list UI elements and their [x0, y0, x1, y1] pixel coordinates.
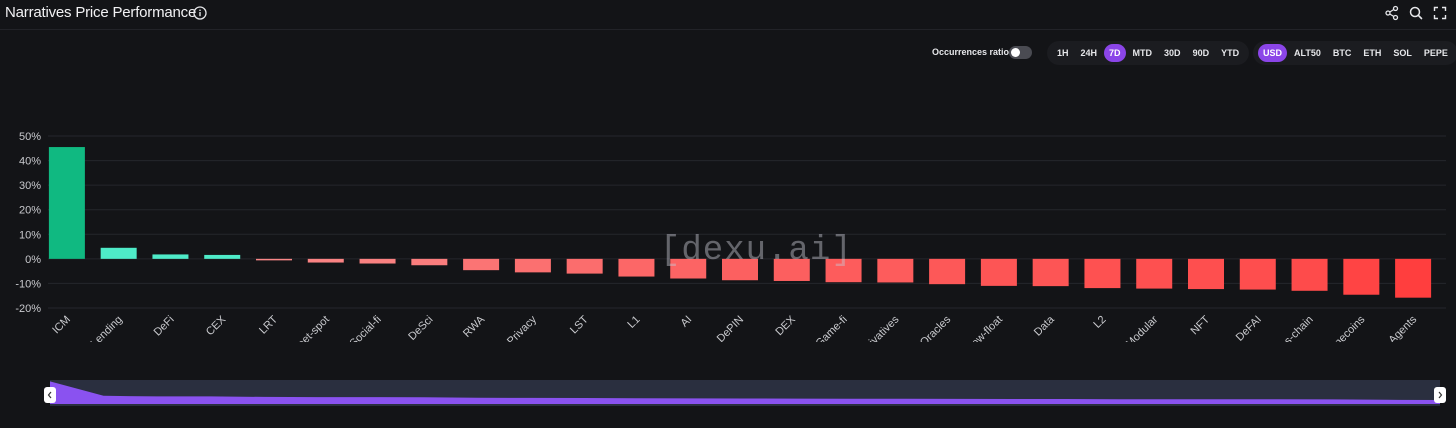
bar-chart: 50% 40% 30% 20% 10% 0% -10% -20% ICM Lending DeFi C…	[15, 131, 1446, 342]
timeframe-option-7d[interactable]: 7D	[1104, 44, 1126, 62]
bar-modular[interactable]	[1136, 258, 1173, 289]
base-currency-selector: USD ALT50 BTC ETH SOL PEPE	[1253, 41, 1456, 65]
toggle-knob	[1011, 48, 1020, 57]
bar-rwa[interactable]	[463, 258, 500, 271]
x-tick-label: DeFAI	[1234, 314, 1264, 342]
y-tick-label: 50%	[19, 131, 41, 143]
bar-l1[interactable]	[618, 258, 655, 277]
bar-nft[interactable]	[1188, 258, 1224, 290]
x-tick-label: DePIN	[715, 314, 746, 342]
bar-privacy[interactable]	[514, 258, 551, 273]
bar-social-fi[interactable]	[359, 258, 396, 264]
x-tick-label: LST	[568, 313, 591, 336]
timeframe-selector: 1H 24H 7D MTD 30D 90D YTD	[1047, 41, 1250, 65]
share-icon[interactable]	[1384, 5, 1400, 21]
x-tick-label: Data	[1032, 313, 1058, 339]
bar-ai-agents[interactable]	[1395, 258, 1432, 298]
timeframe-option-mtd[interactable]: MTD	[1132, 48, 1153, 58]
x-tick-label: Lending	[89, 314, 125, 342]
zoom-handle-left[interactable]	[44, 387, 56, 403]
y-tick-label: 10%	[19, 229, 41, 241]
y-tick-label: -10%	[15, 278, 41, 290]
timeframe-option-1h[interactable]: 1H	[1057, 48, 1069, 58]
x-tick-label: RWA	[461, 313, 488, 340]
zoom-slider[interactable]	[0, 378, 1456, 408]
y-tick-label: 20%	[19, 205, 41, 217]
x-tick-label: CEX	[204, 313, 229, 338]
bar-l2[interactable]	[1084, 258, 1121, 289]
bar-game-fi[interactable]	[825, 258, 862, 283]
timeframe-option-30d[interactable]: 30D	[1164, 48, 1181, 58]
bar-ai[interactable]	[670, 258, 707, 279]
info-icon[interactable]	[193, 6, 207, 20]
base-option-pepe[interactable]: PEPE	[1423, 48, 1448, 58]
chart-header: Narratives Price Performance	[0, 0, 1456, 30]
x-tick-label: Oracles	[918, 313, 954, 342]
x-tick-label: DeFi	[152, 314, 177, 339]
x-tick-label: Game-fi	[814, 314, 850, 342]
x-tick-label: L2	[1091, 314, 1108, 331]
bar-memecoins[interactable]	[1343, 258, 1380, 295]
timeframe-option-90d[interactable]: 90D	[1192, 48, 1210, 58]
timeframe-option-ytd[interactable]: YTD	[1221, 48, 1240, 58]
x-tick-label: ICM	[50, 314, 73, 337]
bar-oracles[interactable]	[929, 258, 966, 285]
watermark: [dexu.ai]	[660, 232, 853, 270]
x-tick-label: Memecoins	[1319, 313, 1368, 342]
search-icon[interactable]	[1408, 5, 1424, 21]
bar-data[interactable]	[1032, 258, 1069, 287]
x-tick-label: Derivatives	[854, 313, 901, 342]
base-option-eth[interactable]: ETH	[1363, 48, 1382, 58]
bar-sweet-spot[interactable]	[307, 258, 344, 263]
bar-lst[interactable]	[566, 258, 603, 274]
bar-depin[interactable]	[722, 258, 758, 281]
y-tick-label: 40%	[19, 156, 41, 168]
bar-derivatives[interactable]	[877, 258, 914, 283]
base-option-btc[interactable]: BTC	[1332, 48, 1352, 58]
base-option-sol[interactable]: SOL	[1393, 48, 1412, 58]
y-tick-label: -20%	[15, 303, 41, 315]
y-tick-label: 0%	[25, 254, 41, 266]
bar-low-float[interactable]	[980, 258, 1017, 286]
bar-icm[interactable]	[48, 147, 85, 259]
occurrences-ratio-toggle[interactable]	[1009, 46, 1032, 59]
base-option-alt50[interactable]: ALT50	[1294, 48, 1321, 58]
occurrences-ratio-label: Occurrences ratio	[932, 47, 1010, 57]
y-tick-label: 30%	[19, 180, 41, 192]
bar-defi[interactable]	[152, 254, 189, 259]
base-option-usd[interactable]: USD	[1258, 44, 1288, 62]
x-tick-label: Social-fi	[348, 314, 384, 342]
x-tick-label: L1	[625, 314, 642, 331]
timeframe-option-24h[interactable]: 24H	[1080, 48, 1098, 58]
zoom-preview-area	[50, 381, 1440, 404]
x-tick-label: Cross-chain	[1266, 314, 1316, 342]
x-tick-label: AI	[678, 314, 694, 330]
x-tick-label: Sweet-spot	[285, 314, 332, 342]
bar-cex[interactable]	[204, 254, 241, 259]
bar-lending[interactable]	[100, 247, 137, 259]
x-tick-label: NFT	[1189, 313, 1213, 337]
x-tick-label: AI-Agents	[1377, 313, 1420, 342]
fullscreen-icon[interactable]	[1432, 5, 1448, 21]
x-tick-label: Low-float	[965, 314, 1005, 342]
x-tick-label: DeSci	[406, 314, 435, 342]
x-tick-label: Privacy	[505, 313, 539, 342]
bar-dex[interactable]	[773, 258, 810, 281]
bar-cross-chain[interactable]	[1291, 258, 1328, 291]
x-tick-label: Modular	[1124, 313, 1161, 342]
zoom-handle-right[interactable]	[1434, 387, 1446, 403]
bar-defai[interactable]	[1239, 258, 1276, 290]
x-tick-label: DEX	[773, 313, 798, 338]
bar-lrt[interactable]	[256, 258, 292, 261]
x-tick-label: LRT	[257, 313, 280, 336]
bar-desci[interactable]	[411, 258, 448, 266]
page-title: Narratives Price Performance	[5, 4, 197, 21]
